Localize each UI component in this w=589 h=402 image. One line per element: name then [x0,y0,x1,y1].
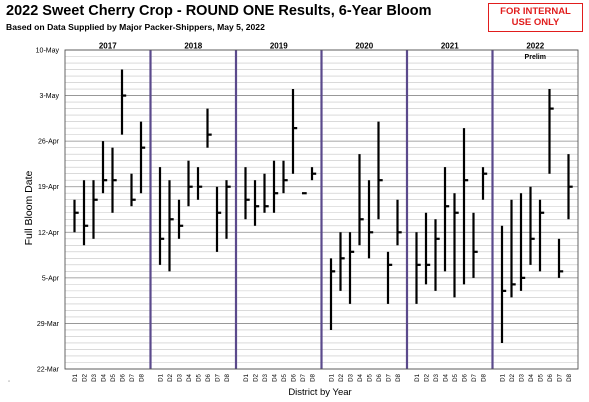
district-tick-label: D8 [566,373,573,381]
bloom-bars [73,69,573,343]
district-tick-label: D6 [376,373,383,381]
district-tick-label: D7 [129,373,136,381]
district-tick-label: D1 [329,373,336,381]
district-tick-label: D3 [177,373,184,381]
district-tick-label: D4 [272,373,279,381]
district-tick-label: D5 [281,373,288,381]
district-tick-label: D3 [519,373,526,381]
district-tick-label: D1 [243,373,250,381]
corner-mark: ▫ [8,379,11,385]
district-tick-label: D1 [414,373,421,381]
year-label: 2017 [99,42,117,51]
y-tick-label: 5-Apr [42,275,60,282]
district-tick-label: D3 [91,373,98,381]
y-tick-label: 22-Mar [37,367,60,374]
y-tick-label: 10-May [36,48,60,55]
plot-border [64,49,579,370]
district-tick-label: D8 [224,373,231,381]
chart-subtitle: Based on Data Supplied by Major Packer-S… [6,22,265,32]
year-label: 2021 [441,42,459,51]
district-tick-label: D2 [167,373,174,381]
badge-line-1: FOR INTERNAL [500,6,571,17]
district-tick-label: D5 [538,373,545,381]
district-tick-label: D8 [139,373,146,381]
district-tick-label: D2 [338,373,345,381]
district-tick-label: D6 [120,373,127,381]
y-tick-label: 29-Mar [37,321,60,328]
district-tick-label: D8 [481,373,488,381]
district-tick-label: D8 [310,373,317,381]
district-tick-label: D1 [72,373,79,381]
district-tick-label: D7 [300,373,307,381]
district-tick-label: D3 [262,373,269,381]
x-axis-label: District by Year [288,387,352,398]
district-tick-label: D1 [158,373,165,381]
internal-use-badge: FOR INTERNAL USE ONLY [488,3,583,32]
chart-title: 2022 Sweet Cherry Crop - ROUND ONE Resul… [6,3,432,19]
district-tick-label: D5 [452,373,459,381]
district-tick-label: D7 [386,373,393,381]
plot-frame [64,49,579,370]
y-tick-labels: 10-May 3-May 26-Apr 19-Apr 12-Apr 5-Apr 29-Mar… [36,48,60,374]
year-group-labels: 2017 2018 2019 2020 2021 2022 Prelim [99,42,546,62]
district-tick-label: D6 [547,373,554,381]
district-tick-label: D4 [186,373,193,381]
district-tick-label: D7 [557,373,564,381]
year-separators [149,50,494,369]
badge-line-2: USE ONLY [511,17,560,28]
district-tick-label: D4 [357,373,364,381]
district-tick-label: D3 [433,373,440,381]
y-axis-label: Full Bloom Date [23,170,35,246]
district-tick-label: D1 [500,373,507,381]
year-label: 2019 [270,42,288,51]
district-tick-label: D7 [215,373,222,381]
district-tick-label: D2 [82,373,89,381]
y-tick-label: 26-Apr [38,139,60,146]
district-tick-label: D4 [101,373,108,381]
district-tick-label: D8 [395,373,402,381]
x-tick-labels: D1 D2 D3 D4 D5 D6 D7 D8 D1 D2 D3 D4 D5 D6 D7 D8 D1 D2 D3 D4… [72,373,573,381]
district-tick-label: D2 [253,373,260,381]
year-label: 2018 [184,42,202,51]
district-tick-label: D5 [110,373,117,381]
district-tick-label: D3 [348,373,355,381]
district-tick-label: D6 [462,373,469,381]
district-tick-label: D4 [443,373,450,381]
district-tick-label: D5 [367,373,374,381]
year-label: 2022 [526,42,544,51]
district-tick-label: D6 [291,373,298,381]
y-tick-label: 19-Apr [38,184,60,191]
district-tick-label: D6 [205,373,212,381]
y-tick-label: 3-May [40,93,60,100]
district-tick-label: D2 [424,373,431,381]
district-tick-label: D5 [196,373,203,381]
district-tick-label: D7 [471,373,478,381]
prelim-label: Prelim [525,54,546,61]
year-label: 2020 [355,42,373,51]
district-tick-label: D4 [528,373,535,381]
y-tick-label: 12-Apr [38,230,60,237]
district-tick-label: D2 [509,373,516,381]
